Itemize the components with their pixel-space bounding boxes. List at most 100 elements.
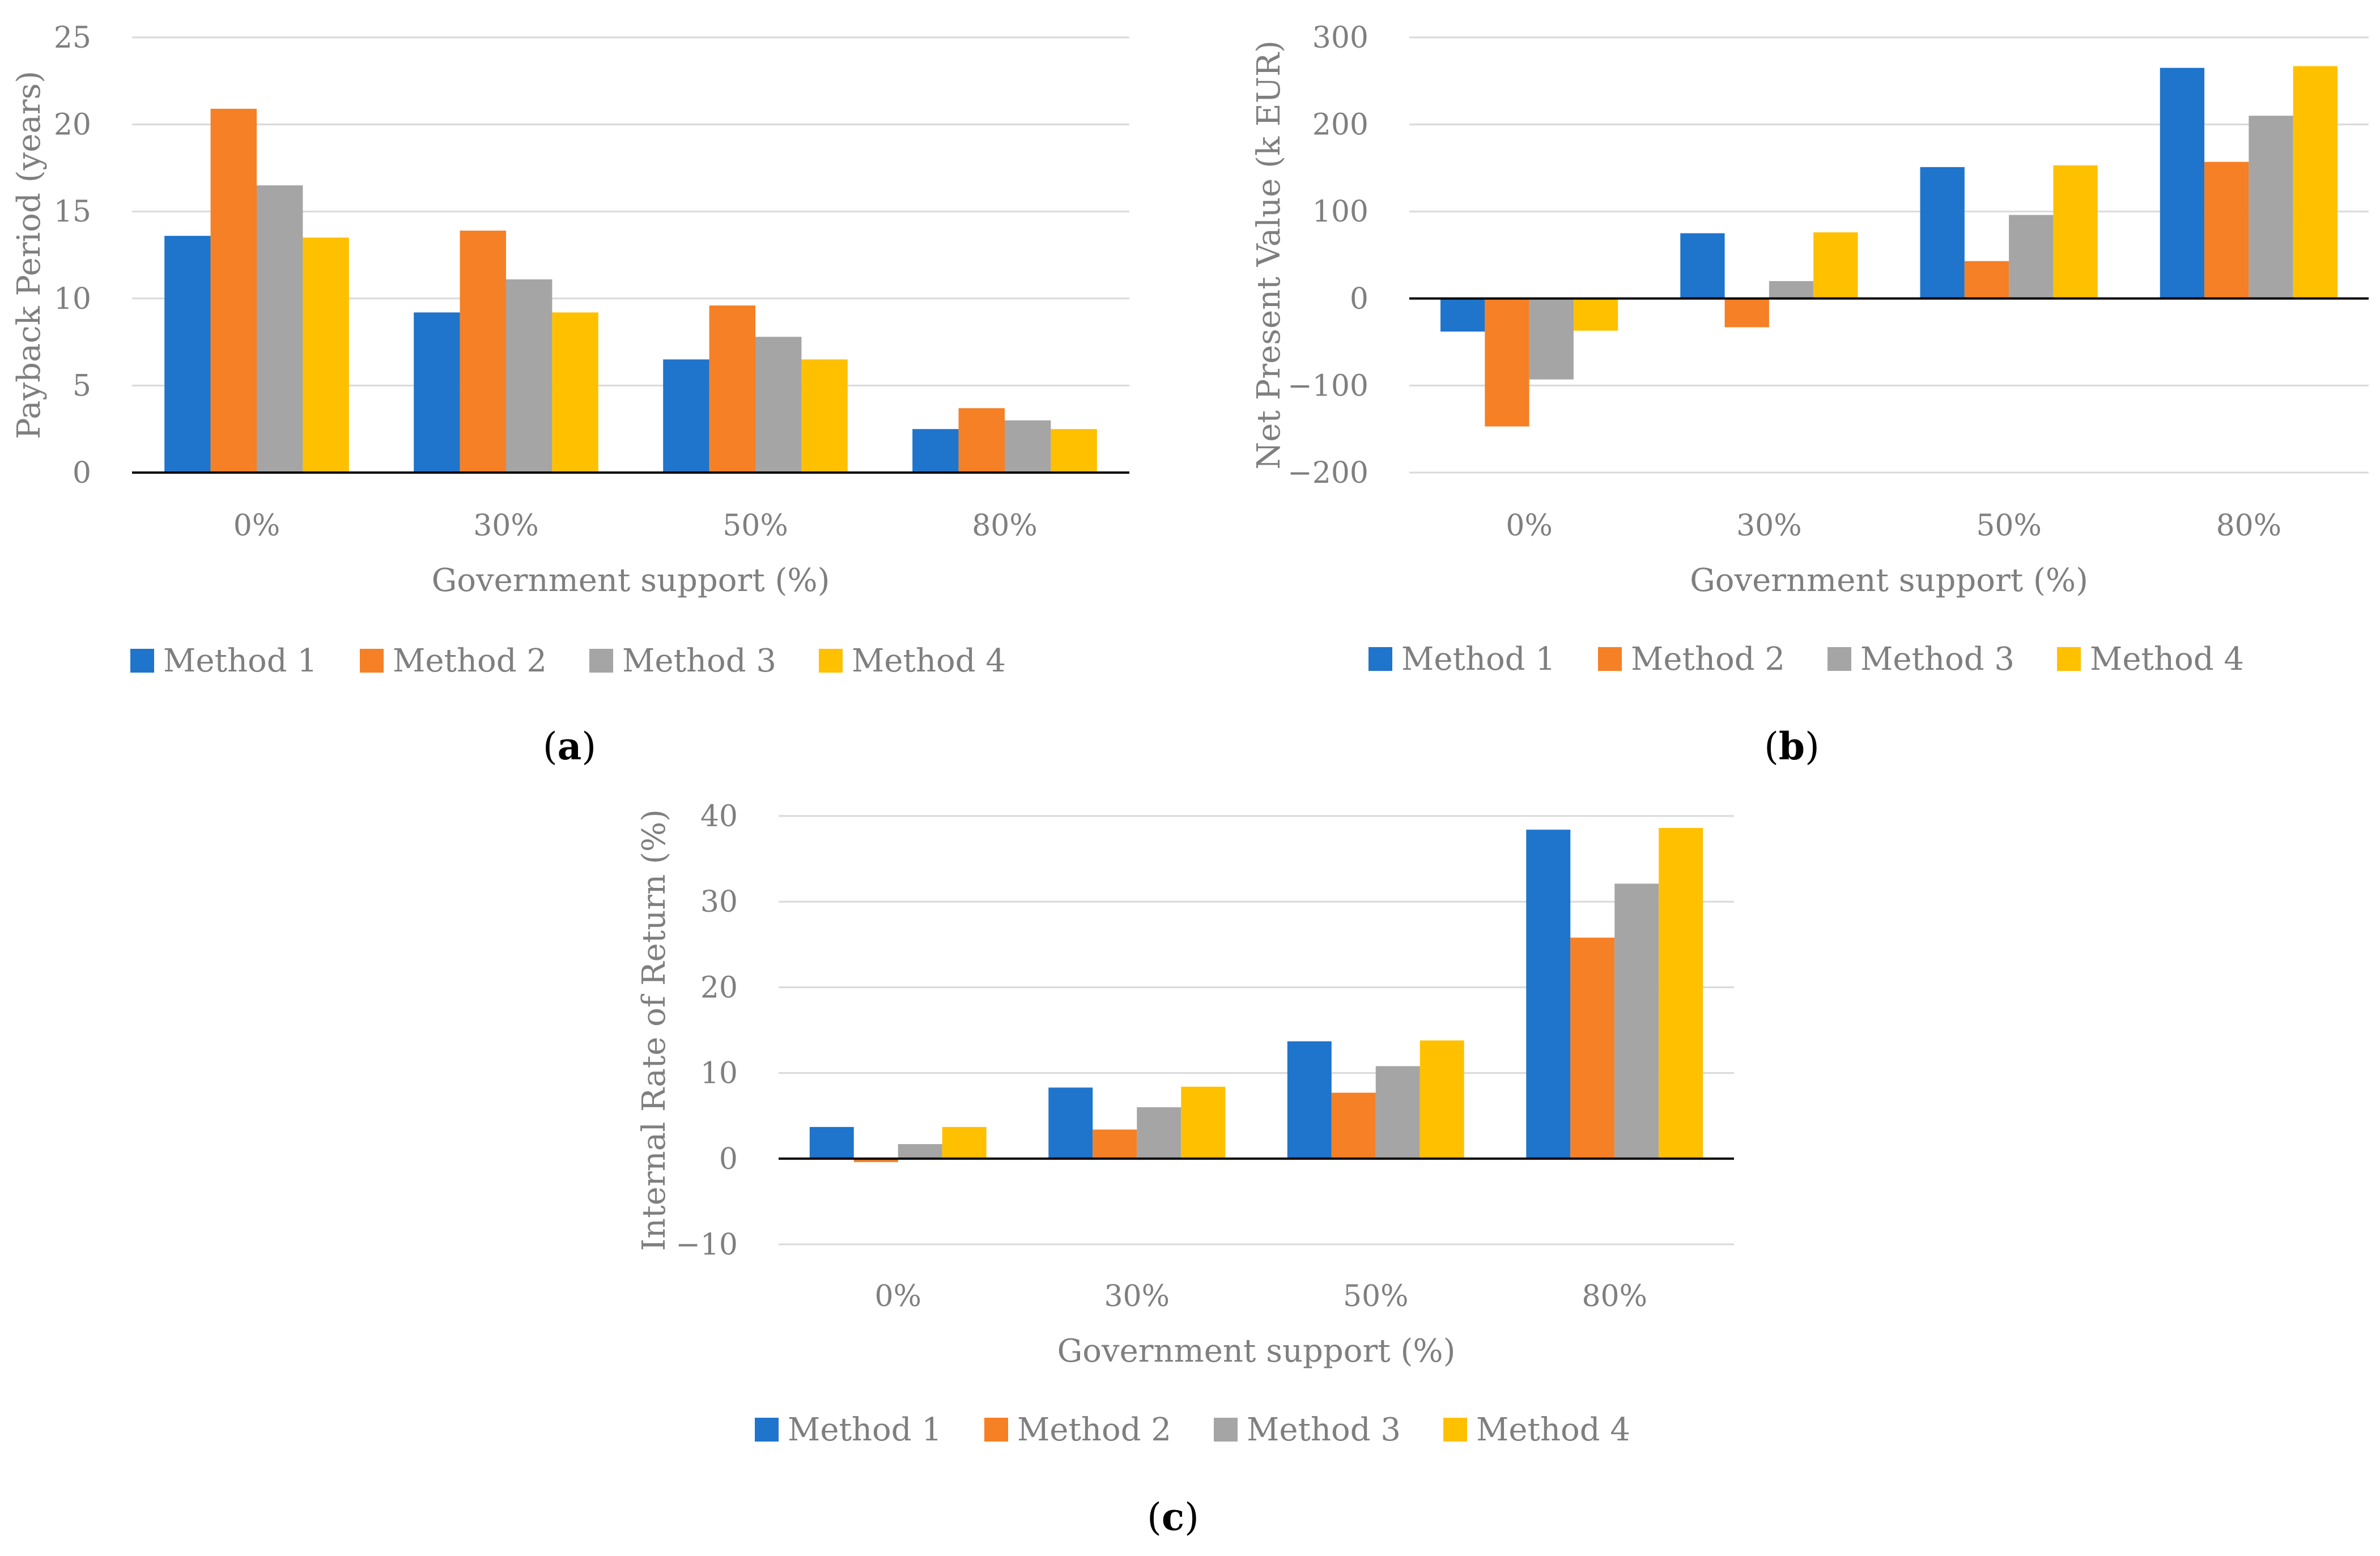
bar [1529, 298, 1574, 380]
bar [1051, 429, 1097, 473]
y-tick-label: 0 [719, 1142, 738, 1176]
legend-label: Method 1 [788, 1412, 942, 1448]
bar [1659, 828, 1703, 1159]
bar [2009, 215, 2054, 299]
x-tick-label: 80% [1582, 1279, 1647, 1313]
bar [210, 108, 257, 473]
panel-caption-letter: a [558, 724, 582, 768]
y-tick-label: 300 [1312, 21, 1368, 55]
x-tick-label: 0% [233, 509, 280, 543]
x-axis-title: Government support (%) [1057, 1333, 1456, 1370]
x-tick-label: 30% [473, 509, 539, 543]
y-tick-label: 15 [54, 195, 91, 229]
legend-swatch [360, 649, 384, 673]
x-tick-label: 80% [2216, 509, 2282, 543]
bar [1093, 1129, 1137, 1159]
legend-swatch [755, 1418, 779, 1442]
bar [1485, 298, 1529, 427]
legend-label: Method 2 [1631, 641, 1785, 678]
bar [1920, 167, 1965, 299]
panel-caption: (a) [543, 724, 596, 768]
legend-swatch [1214, 1418, 1238, 1442]
bar [1813, 232, 1858, 299]
x-tick-label: 0% [1506, 509, 1553, 543]
legend-swatch [130, 649, 154, 673]
bar [2204, 161, 2249, 299]
bar [1440, 298, 1485, 332]
x-tick-label: 30% [1104, 1279, 1170, 1313]
bar [460, 230, 506, 473]
panel-caption: (b) [1764, 724, 1820, 768]
bar [1137, 1107, 1182, 1159]
bar [942, 1126, 987, 1159]
legend-label: Method 2 [1017, 1412, 1171, 1448]
bar [164, 236, 211, 473]
x-tick-label: 50% [1343, 1279, 1409, 1313]
y-tick-label: 100 [1312, 195, 1368, 229]
bar [257, 185, 303, 473]
chart-b: −200 −100 0 100 200 300 0% 30% 50% 80% Government … [1251, 21, 2369, 768]
legend-swatch [1443, 1418, 1467, 1442]
bar [958, 408, 1005, 473]
bar [1181, 1086, 1226, 1159]
bar [1570, 937, 1615, 1159]
bar [1573, 298, 1618, 331]
bar [1287, 1041, 1332, 1159]
bar [2160, 67, 2205, 299]
x-tick-label: 50% [722, 509, 788, 543]
bar [755, 337, 802, 473]
legend-label: Method 4 [852, 643, 1006, 679]
panel-caption: (c) [1147, 1495, 1199, 1539]
y-tick-label: 20 [700, 971, 738, 1005]
bar [801, 359, 848, 473]
legend-label: Method 3 [622, 643, 776, 679]
y-axis-title: Payback Period (years) [11, 71, 48, 439]
bar [2053, 165, 2098, 299]
x-tick-label: 50% [1976, 509, 2042, 543]
bar [1005, 420, 1051, 473]
bar [1526, 830, 1571, 1159]
chart-c: −10 0 10 20 30 40 0% 30% 50% 80% Government suppor… [636, 800, 1734, 1539]
bar [1964, 261, 2009, 299]
y-tick-label: 20 [54, 108, 91, 142]
y-axis-title: Net Present Value (k EUR) [1251, 40, 1287, 470]
bar [912, 429, 959, 473]
legend: Method 1 Method 2 Method 3 Method 4 [755, 1412, 1630, 1448]
panel-caption-letter: c [1162, 1495, 1184, 1539]
legend-label: Method 2 [393, 643, 547, 679]
bar [1420, 1040, 1464, 1159]
y-tick-label: 0 [1350, 282, 1368, 316]
chart-a: 0 5 10 15 20 25 0% 30% 50% 80% Government support … [11, 21, 1129, 768]
bar [1724, 298, 1769, 328]
y-tick-label: −10 [675, 1228, 738, 1262]
bar [2293, 66, 2338, 299]
legend-swatch [1828, 647, 1851, 671]
bar [1769, 281, 1814, 299]
legend-label: Method 4 [1476, 1412, 1630, 1448]
legend-label: Method 1 [163, 643, 317, 679]
y-tick-label: 5 [73, 369, 91, 403]
legend: Method 1 Method 2 Method 3 Method 4 [130, 643, 1006, 679]
legend-swatch [1368, 647, 1392, 671]
y-tick-label: −100 [1287, 369, 1368, 403]
legend-swatch [589, 649, 613, 673]
y-tick-label: 40 [700, 800, 738, 834]
legend-swatch [984, 1418, 1008, 1442]
y-tick-label: 0 [73, 456, 91, 490]
x-axis-title: Government support (%) [1690, 562, 2088, 599]
y-axis-title: Internal Rate of Return (%) [636, 809, 673, 1251]
legend-label: Method 1 [1401, 641, 1556, 678]
y-tick-label: 10 [700, 1057, 738, 1091]
legend: Method 1 Method 2 Method 3 Method 4 [1368, 641, 2244, 678]
bar [2249, 116, 2293, 299]
bar [898, 1144, 942, 1159]
legend-swatch [819, 649, 843, 673]
y-tick-label: 25 [54, 21, 91, 55]
bar [709, 305, 755, 473]
legend-label: Method 3 [1860, 641, 2014, 678]
bar [1614, 883, 1659, 1159]
bar [809, 1126, 854, 1159]
bar [1680, 233, 1725, 299]
bar [414, 312, 460, 473]
